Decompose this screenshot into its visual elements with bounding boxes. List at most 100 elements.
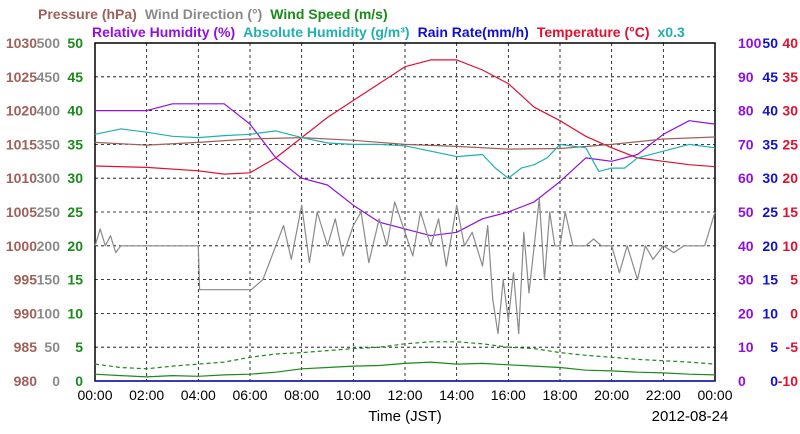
x-tick-label: 10:00: [336, 387, 371, 403]
y-tick-label-wind_speed: 20: [67, 238, 83, 254]
y-tick-label-temperature: 30: [782, 103, 798, 119]
y-tick-label-pressure: 980: [14, 373, 38, 389]
x-tick-label: 18:00: [542, 387, 577, 403]
y-tick-label-pressure: 1005: [6, 204, 37, 220]
y-tick-label-temperature: 5: [790, 272, 798, 288]
y-tick-label-wind_direction: 500: [37, 35, 61, 51]
y-tick-label-temperature: -5: [786, 339, 799, 355]
x-tick-label: 02:00: [129, 387, 164, 403]
grid: [95, 43, 715, 381]
y-tick-label-abs_humidity_rain: 40: [762, 103, 778, 119]
x-tick-label: 12:00: [387, 387, 422, 403]
x-axis: 00:00 02:00 04:00 06:00 08:00 10:00 12:00 14:00…: [77, 387, 732, 403]
y-tick-label-wind_direction: 150: [37, 272, 61, 288]
legend-item: Absolute Humidity (g/m³): [243, 24, 409, 40]
x-tick-label: 00:00: [697, 387, 732, 403]
y-tick-label-wind_speed: 40: [67, 103, 83, 119]
y-tick-label-pressure: 1030: [6, 35, 37, 51]
y-tick-label-wind_speed: 25: [67, 204, 83, 220]
x-tick-label: 06:00: [232, 387, 267, 403]
y-tick-label-abs_humidity_rain: 30: [762, 170, 778, 186]
y-tick-label-pressure: 995: [14, 272, 38, 288]
y-tick-label-wind_direction: 400: [37, 103, 61, 119]
legend: Pressure (hPa) Wind Direction (°) Wind Spe…: [38, 6, 685, 40]
y-tick-label-wind_speed: 10: [67, 305, 83, 321]
x-tick-label: 04:00: [181, 387, 216, 403]
x-tick-label: 20:00: [594, 387, 629, 403]
legend-item: x0.3: [658, 24, 685, 40]
y-tick-label-wind_speed: 50: [67, 35, 83, 51]
y-tick-label-abs_humidity_rain: 50: [762, 35, 778, 51]
x-tick-label: 14:00: [439, 387, 474, 403]
y-tick-label-pressure: 1010: [6, 170, 37, 186]
y-tick-label-abs_humidity_rain: 0: [770, 373, 778, 389]
y-tick-label-abs_humidity_rain: 5: [770, 339, 778, 355]
y-tick-label-humidity: 20: [738, 305, 754, 321]
y-tick-label-wind_speed: 15: [67, 272, 83, 288]
y-tick-label-wind_direction: 250: [37, 204, 61, 220]
chart-date: 2012-08-24: [652, 408, 729, 425]
y-tick-label-abs_humidity_rain: 35: [762, 136, 778, 152]
y-tick-label-abs_humidity_rain: 15: [762, 272, 778, 288]
y-tick-label-humidity: 60: [738, 170, 754, 186]
y-tick-label-temperature: 10: [782, 238, 798, 254]
legend-item: Wind Speed (m/s): [270, 6, 387, 22]
x-tick-label: 00:00: [77, 387, 112, 403]
y-tick-label-humidity: 10: [738, 339, 754, 355]
y-tick-label-temperature: 40: [782, 35, 798, 51]
y-tick-label-wind_speed: 5: [75, 339, 83, 355]
y-tick-label-humidity: 80: [738, 103, 754, 119]
y-tick-label-pressure: 985: [14, 339, 38, 355]
y-tick-label-wind_direction: 200: [37, 238, 61, 254]
y-tick-label-pressure: 1020: [6, 103, 37, 119]
series-line: [94, 341, 716, 370]
y-tick-label-humidity: 0: [738, 373, 746, 389]
y-tick-label-temperature: 35: [782, 69, 798, 85]
legend-item: Rain Rate(mm/h): [418, 24, 529, 40]
y-tick-label-pressure: 1025: [6, 69, 37, 85]
y-tick-label-temperature: 20: [782, 170, 798, 186]
y-tick-label-abs_humidity_rain: 45: [762, 69, 778, 85]
y-tick-label-wind_speed: 0: [75, 373, 83, 389]
x-tick-label: 22:00: [646, 387, 681, 403]
x-tick-label: 08:00: [284, 387, 319, 403]
y-tick-label-wind_direction: 450: [37, 69, 61, 85]
y-tick-label-wind_direction: 0: [52, 373, 60, 389]
series-line: [94, 128, 716, 179]
y-tick-label-wind_direction: 100: [37, 305, 61, 321]
legend-item: Pressure (hPa): [38, 6, 137, 22]
series-line: [94, 197, 716, 335]
y-tick-label-abs_humidity_rain: 10: [762, 305, 778, 321]
legend-item: Temperature (°C): [537, 24, 650, 40]
legend-item: Relative Humidity (%): [92, 24, 235, 40]
y-tick-label-humidity: 50: [738, 204, 754, 220]
y-tick-label-pressure: 990: [14, 305, 38, 321]
y-tick-label-pressure: 1000: [6, 238, 37, 254]
y-tick-label-temperature: 25: [782, 136, 798, 152]
x-axis-label: Time (JST): [368, 408, 442, 425]
y-tick-label-abs_humidity_rain: 25: [762, 204, 778, 220]
y-tick-label-pressure: 1015: [6, 136, 37, 152]
y-tick-label-humidity: 30: [738, 272, 754, 288]
y-tick-label-temperature: 0: [790, 305, 798, 321]
x-tick-label: 16:00: [491, 387, 526, 403]
y-tick-label-humidity: 90: [738, 69, 754, 85]
y-tick-label-abs_humidity_rain: 20: [762, 238, 778, 254]
y-tick-label-wind_speed: 35: [67, 136, 83, 152]
y-tick-label-wind_speed: 30: [67, 170, 83, 186]
y-tick-label-humidity: 70: [738, 136, 754, 152]
series-line: [94, 361, 716, 378]
y-tick-label-wind_direction: 50: [44, 339, 60, 355]
y-tick-label-temperature: -10: [778, 373, 798, 389]
series: [94, 59, 716, 382]
y-axes: 1030102510201015101010051000995990985980…: [6, 35, 798, 389]
y-tick-label-humidity: 100: [738, 35, 762, 51]
y-tick-label-wind_direction: 350: [37, 136, 61, 152]
series-line: [94, 136, 716, 150]
legend-item: Wind Direction (°): [145, 6, 262, 22]
series-line: [95, 103, 716, 237]
y-tick-label-wind_speed: 45: [67, 69, 83, 85]
y-tick-label-wind_direction: 300: [37, 170, 61, 186]
y-tick-label-temperature: 15: [782, 204, 798, 220]
